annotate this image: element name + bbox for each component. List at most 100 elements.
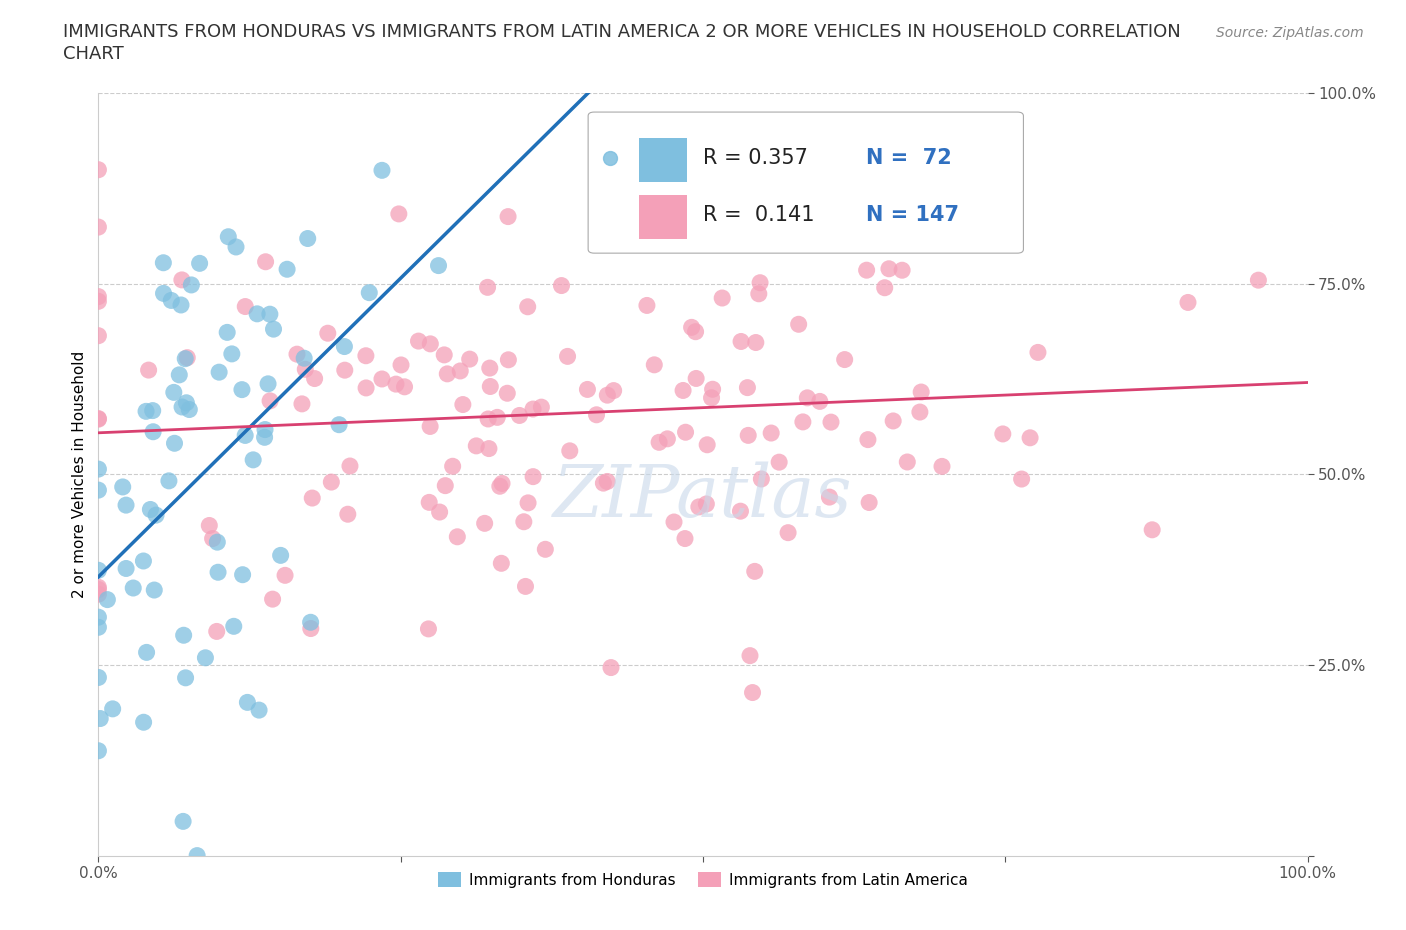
Point xyxy=(354,380,377,395)
Point xyxy=(749,275,772,290)
Point xyxy=(122,580,145,595)
Point xyxy=(194,650,217,665)
Point xyxy=(87,563,110,578)
Point xyxy=(478,361,501,376)
Point xyxy=(873,280,896,295)
Point xyxy=(730,334,752,349)
Point xyxy=(87,743,110,758)
Point xyxy=(1019,431,1042,445)
Point xyxy=(737,380,759,395)
Point xyxy=(446,529,468,544)
Point xyxy=(297,231,319,246)
Point xyxy=(449,364,471,379)
Point xyxy=(818,490,841,505)
Point xyxy=(333,339,356,354)
Point xyxy=(458,352,481,366)
Point xyxy=(433,348,456,363)
Point xyxy=(101,701,124,716)
Point xyxy=(496,386,519,401)
Text: N = 147: N = 147 xyxy=(866,205,959,225)
Point xyxy=(931,458,953,473)
Point xyxy=(434,478,457,493)
Point xyxy=(389,357,412,372)
Point xyxy=(522,402,544,417)
Point xyxy=(808,394,831,409)
Point xyxy=(576,382,599,397)
Point xyxy=(87,219,110,234)
Point xyxy=(225,240,247,255)
Point xyxy=(247,703,270,718)
Point xyxy=(477,280,499,295)
Point xyxy=(257,377,280,392)
Point xyxy=(418,621,440,636)
Point xyxy=(207,565,229,579)
Point xyxy=(596,388,619,403)
FancyBboxPatch shape xyxy=(638,195,688,239)
Point xyxy=(810,219,832,233)
Point xyxy=(87,620,110,635)
Point xyxy=(135,404,157,418)
Point xyxy=(477,412,499,427)
Point xyxy=(681,320,703,335)
Point xyxy=(419,419,441,434)
Point xyxy=(700,391,723,405)
Point xyxy=(87,162,110,177)
Point xyxy=(188,256,211,271)
Point xyxy=(558,444,581,458)
Point xyxy=(163,436,186,451)
Point xyxy=(759,426,782,441)
Point xyxy=(299,621,322,636)
Point xyxy=(737,428,759,443)
Text: N =  72: N = 72 xyxy=(866,148,952,167)
Point xyxy=(169,367,191,382)
Point xyxy=(478,441,501,456)
Point xyxy=(418,495,440,510)
Point xyxy=(744,564,766,578)
Point xyxy=(748,286,770,301)
Point xyxy=(207,535,229,550)
Point xyxy=(910,385,932,400)
Point xyxy=(170,400,193,415)
Point xyxy=(142,403,165,418)
Point xyxy=(496,209,519,224)
Point xyxy=(908,405,931,419)
Point xyxy=(751,472,773,486)
Point xyxy=(486,410,509,425)
Point xyxy=(891,263,914,278)
Point xyxy=(696,437,718,452)
Point xyxy=(236,695,259,710)
Point xyxy=(408,334,430,349)
Point xyxy=(768,455,790,470)
Point xyxy=(115,561,138,576)
Point xyxy=(394,379,416,394)
Point xyxy=(291,396,314,411)
Point xyxy=(517,496,540,511)
Point xyxy=(174,352,197,366)
Point xyxy=(301,491,323,506)
Point xyxy=(253,430,276,445)
Point xyxy=(371,163,394,178)
Point xyxy=(385,377,408,392)
Point xyxy=(441,458,464,473)
Point xyxy=(747,185,769,200)
Point xyxy=(333,363,356,378)
Point xyxy=(163,385,186,400)
Point xyxy=(299,615,322,630)
Point xyxy=(138,363,160,378)
Point xyxy=(820,415,842,430)
Point xyxy=(259,393,281,408)
Point xyxy=(285,347,308,362)
Point xyxy=(231,382,253,397)
Point xyxy=(232,567,254,582)
Point xyxy=(451,397,474,412)
Point xyxy=(217,230,239,245)
Point xyxy=(491,476,513,491)
Point xyxy=(176,395,198,410)
Point xyxy=(157,473,180,488)
Point xyxy=(87,587,110,602)
Point xyxy=(316,326,339,340)
Point xyxy=(339,458,361,473)
Point xyxy=(550,278,572,293)
Point xyxy=(176,351,198,365)
Point xyxy=(491,556,513,571)
